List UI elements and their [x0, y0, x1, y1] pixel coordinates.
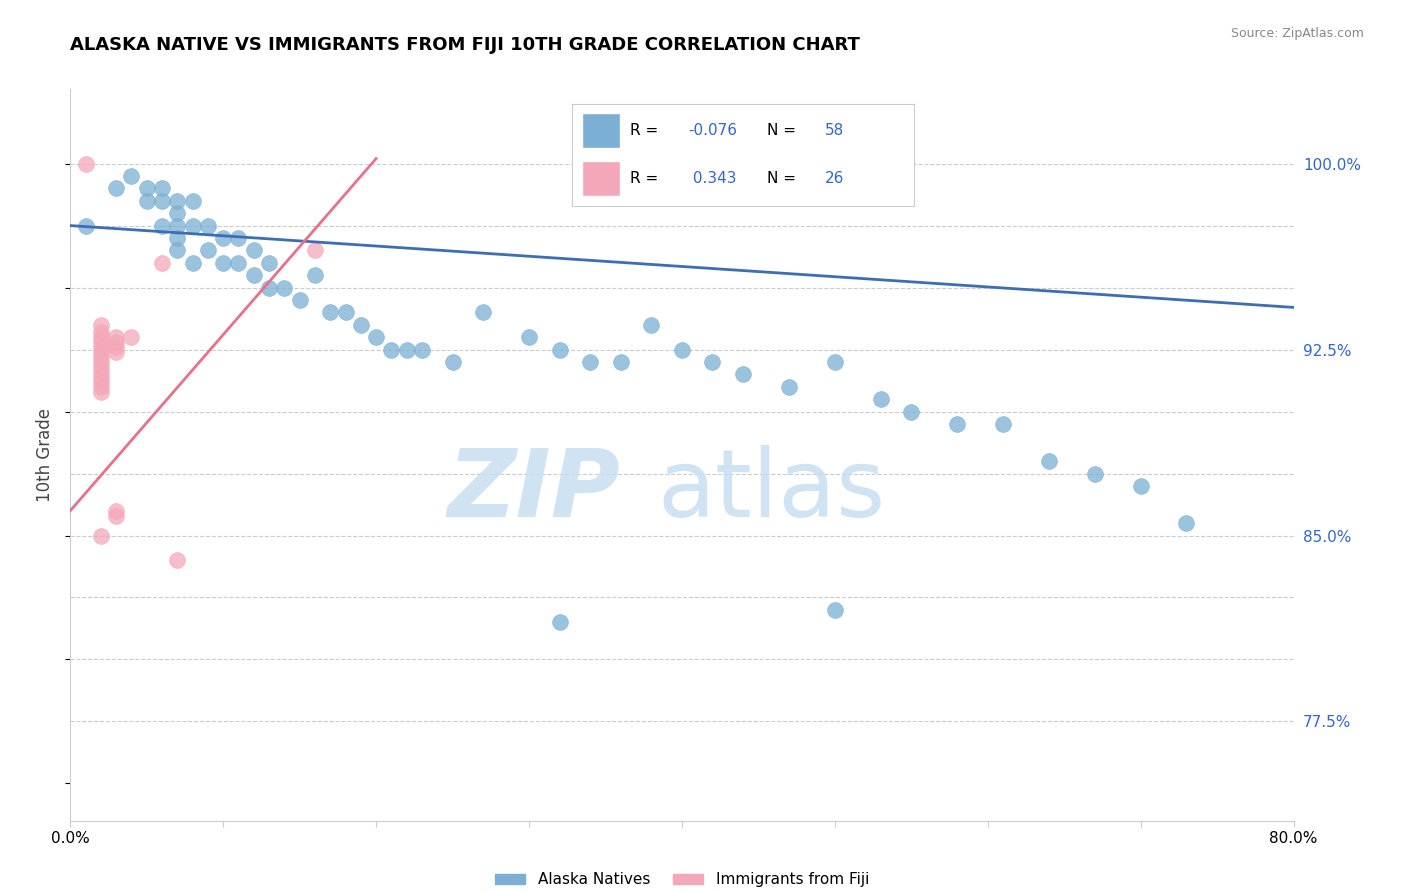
Point	[1084, 467, 1107, 481]
Point	[243, 268, 266, 282]
Point	[166, 244, 188, 258]
Point	[90, 355, 112, 369]
Text: Source: ZipAtlas.com: Source: ZipAtlas.com	[1230, 27, 1364, 40]
Point	[380, 343, 402, 357]
Point	[946, 417, 969, 431]
Point	[135, 194, 157, 208]
Point	[395, 343, 418, 357]
Point	[90, 380, 112, 394]
Point	[90, 375, 112, 389]
Point	[75, 156, 97, 170]
Point	[257, 256, 280, 270]
Point	[181, 256, 204, 270]
Point	[181, 219, 204, 233]
Point	[75, 219, 97, 233]
Point	[1129, 479, 1152, 493]
Point	[90, 384, 112, 399]
Point	[243, 244, 266, 258]
Point	[228, 231, 250, 245]
Y-axis label: 10th Grade: 10th Grade	[37, 408, 55, 502]
Point	[869, 392, 891, 406]
Point	[335, 305, 357, 319]
Point	[90, 365, 112, 379]
Point	[702, 355, 724, 369]
Point	[228, 256, 250, 270]
Point	[197, 244, 219, 258]
Point	[288, 293, 311, 307]
Point	[166, 231, 188, 245]
Point	[1175, 516, 1198, 530]
Point	[319, 305, 342, 319]
Point	[150, 181, 173, 195]
Text: atlas: atlas	[658, 445, 886, 538]
Point	[350, 318, 373, 332]
Point	[150, 219, 173, 233]
Point	[105, 181, 128, 195]
Point	[121, 169, 143, 183]
Point	[824, 355, 846, 369]
Point	[166, 219, 188, 233]
Point	[105, 504, 128, 518]
Point	[472, 305, 495, 319]
Point	[411, 343, 433, 357]
Point	[105, 335, 128, 350]
Point	[304, 244, 326, 258]
Point	[273, 280, 295, 294]
Point	[517, 330, 540, 344]
Point	[548, 343, 571, 357]
Point	[150, 194, 173, 208]
Point	[90, 528, 112, 542]
Point	[212, 231, 235, 245]
Point	[197, 219, 219, 233]
Point	[121, 330, 143, 344]
Point	[733, 368, 755, 382]
Point	[441, 355, 464, 369]
Point	[579, 355, 602, 369]
Point	[90, 340, 112, 354]
Point	[150, 256, 173, 270]
Point	[778, 380, 800, 394]
Point	[1038, 454, 1060, 468]
Point	[900, 404, 922, 418]
Point	[90, 335, 112, 350]
Point	[181, 194, 204, 208]
Legend: Alaska Natives, Immigrants from Fiji: Alaska Natives, Immigrants from Fiji	[489, 866, 875, 892]
Point	[90, 369, 112, 384]
Point	[212, 256, 235, 270]
Point	[90, 330, 112, 344]
Text: ZIP: ZIP	[449, 445, 621, 538]
Point	[90, 359, 112, 374]
Point	[824, 603, 846, 617]
Point	[105, 330, 128, 344]
Point	[135, 181, 157, 195]
Point	[610, 355, 633, 369]
Point	[90, 345, 112, 359]
Point	[90, 325, 112, 339]
Point	[548, 615, 571, 630]
Point	[105, 345, 128, 359]
Point	[257, 280, 280, 294]
Text: ALASKA NATIVE VS IMMIGRANTS FROM FIJI 10TH GRADE CORRELATION CHART: ALASKA NATIVE VS IMMIGRANTS FROM FIJI 10…	[70, 36, 860, 54]
Point	[166, 206, 188, 220]
Point	[105, 508, 128, 523]
Point	[640, 318, 662, 332]
Point	[304, 268, 326, 282]
Point	[166, 194, 188, 208]
Point	[90, 350, 112, 364]
Point	[105, 340, 128, 354]
Point	[90, 318, 112, 332]
Point	[166, 553, 188, 567]
Point	[671, 343, 693, 357]
Point	[366, 330, 388, 344]
Point	[991, 417, 1014, 431]
